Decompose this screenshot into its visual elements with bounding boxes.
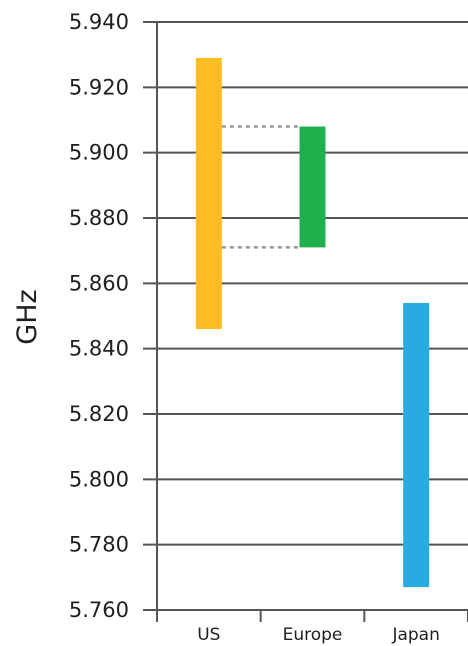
x-tick-label: Japan [391,625,439,645]
range-bars [195,57,430,588]
axes [156,22,468,622]
y-tick-label: 5.760 [69,598,129,622]
y-tick-label: 5.940 [69,10,129,34]
y-tick-label: 5.860 [69,271,129,295]
y-tick-label: 5.800 [69,467,129,491]
y-axis-title: GHz [12,289,43,344]
y-tick-labels: 5.760 5.780 5.800 5.820 5.840 5.860 5.880 5.900… [69,10,129,622]
x-tick-label: Europe [283,625,343,645]
range-bar-europe [299,126,326,248]
range-bar-japan [403,302,430,588]
x-tick-labels: US Europe Japan [197,625,440,645]
x-tick-label: US [197,625,220,645]
y-tick-label: 5.820 [69,402,129,426]
y-tick-label: 5.840 [69,337,129,361]
range-bar-us [195,57,222,330]
y-tick-label: 5.780 [69,533,129,557]
y-tick-label: 5.880 [69,206,129,230]
y-tick-label: 5.920 [69,75,129,99]
y-tick-label: 5.900 [69,141,129,165]
connector-lines [221,125,300,249]
